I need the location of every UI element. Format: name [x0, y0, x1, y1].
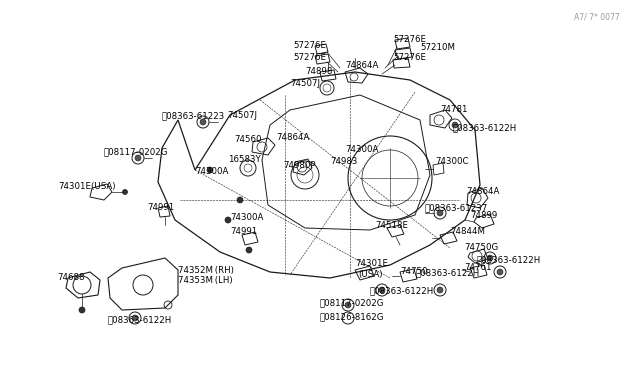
Circle shape [225, 217, 231, 223]
Circle shape [437, 287, 443, 293]
Circle shape [437, 210, 443, 216]
Circle shape [487, 255, 493, 261]
Text: 74518E: 74518E [375, 221, 408, 230]
Text: 57210M: 57210M [420, 44, 455, 52]
Text: Ⓢ08363-6122H: Ⓢ08363-6122H [453, 124, 517, 132]
Text: 74983: 74983 [330, 157, 357, 167]
Text: 74352M (RH): 74352M (RH) [178, 266, 234, 275]
Text: 74864A: 74864A [466, 187, 499, 196]
Text: 74301E(USA): 74301E(USA) [58, 183, 115, 192]
Text: 74864A: 74864A [345, 61, 378, 70]
Circle shape [237, 197, 243, 203]
Text: Ⓢ08363-6122H: Ⓢ08363-6122H [477, 256, 541, 264]
Text: 57276E: 57276E [393, 54, 426, 62]
Text: A7/ 7* 0077: A7/ 7* 0077 [574, 12, 620, 21]
Text: Ⓑ08126-8162G: Ⓑ08126-8162G [320, 312, 385, 321]
Text: 74688: 74688 [57, 273, 84, 282]
Text: 74301E: 74301E [355, 260, 388, 269]
Text: 74507J: 74507J [227, 112, 257, 121]
Text: 74300C: 74300C [435, 157, 468, 167]
Text: Ⓢ08363-6122H: Ⓢ08363-6122H [108, 315, 172, 324]
Text: Ⓢ08363-61237: Ⓢ08363-61237 [425, 203, 488, 212]
Circle shape [122, 189, 127, 195]
Text: 74898: 74898 [305, 67, 332, 77]
Text: Ⓢ08363-6122H: Ⓢ08363-6122H [370, 286, 435, 295]
Text: 74991: 74991 [230, 228, 257, 237]
Text: 74507J: 74507J [290, 78, 320, 87]
Text: 57276E: 57276E [393, 35, 426, 44]
Text: 57276E: 57276E [293, 52, 326, 61]
Text: 74750: 74750 [400, 266, 428, 276]
Text: 74991: 74991 [147, 203, 174, 212]
Text: (USA): (USA) [358, 269, 383, 279]
Text: Ⓢ08363-6122H: Ⓢ08363-6122H [416, 269, 480, 278]
Circle shape [207, 167, 213, 173]
Text: 16583Y: 16583Y [228, 154, 260, 164]
Circle shape [200, 119, 206, 125]
Text: 74300A: 74300A [230, 214, 264, 222]
Text: 74899: 74899 [470, 212, 497, 221]
Text: 74353M (LH): 74353M (LH) [178, 276, 232, 285]
Circle shape [345, 302, 351, 308]
Circle shape [246, 247, 252, 253]
Text: 74864A: 74864A [276, 134, 309, 142]
Text: 74300A: 74300A [345, 145, 378, 154]
Text: Ⓢ08117-0202G: Ⓢ08117-0202G [320, 298, 385, 308]
Circle shape [79, 307, 85, 313]
Circle shape [379, 287, 385, 293]
Text: 74300A: 74300A [195, 167, 228, 176]
Text: 74980P: 74980P [283, 160, 316, 170]
Circle shape [135, 155, 141, 161]
Text: 74560: 74560 [234, 135, 262, 144]
Text: 74761: 74761 [464, 263, 492, 273]
Circle shape [452, 122, 458, 128]
Text: 74781: 74781 [440, 105, 467, 113]
Text: 57276E: 57276E [293, 42, 326, 51]
Circle shape [132, 315, 138, 321]
Text: Ⓢ08363-61223: Ⓢ08363-61223 [162, 112, 225, 121]
Text: 74844M: 74844M [450, 228, 485, 237]
Text: 74750G: 74750G [464, 244, 499, 253]
Circle shape [497, 269, 503, 275]
Text: Ⓢ08117-0202G: Ⓢ08117-0202G [104, 148, 168, 157]
